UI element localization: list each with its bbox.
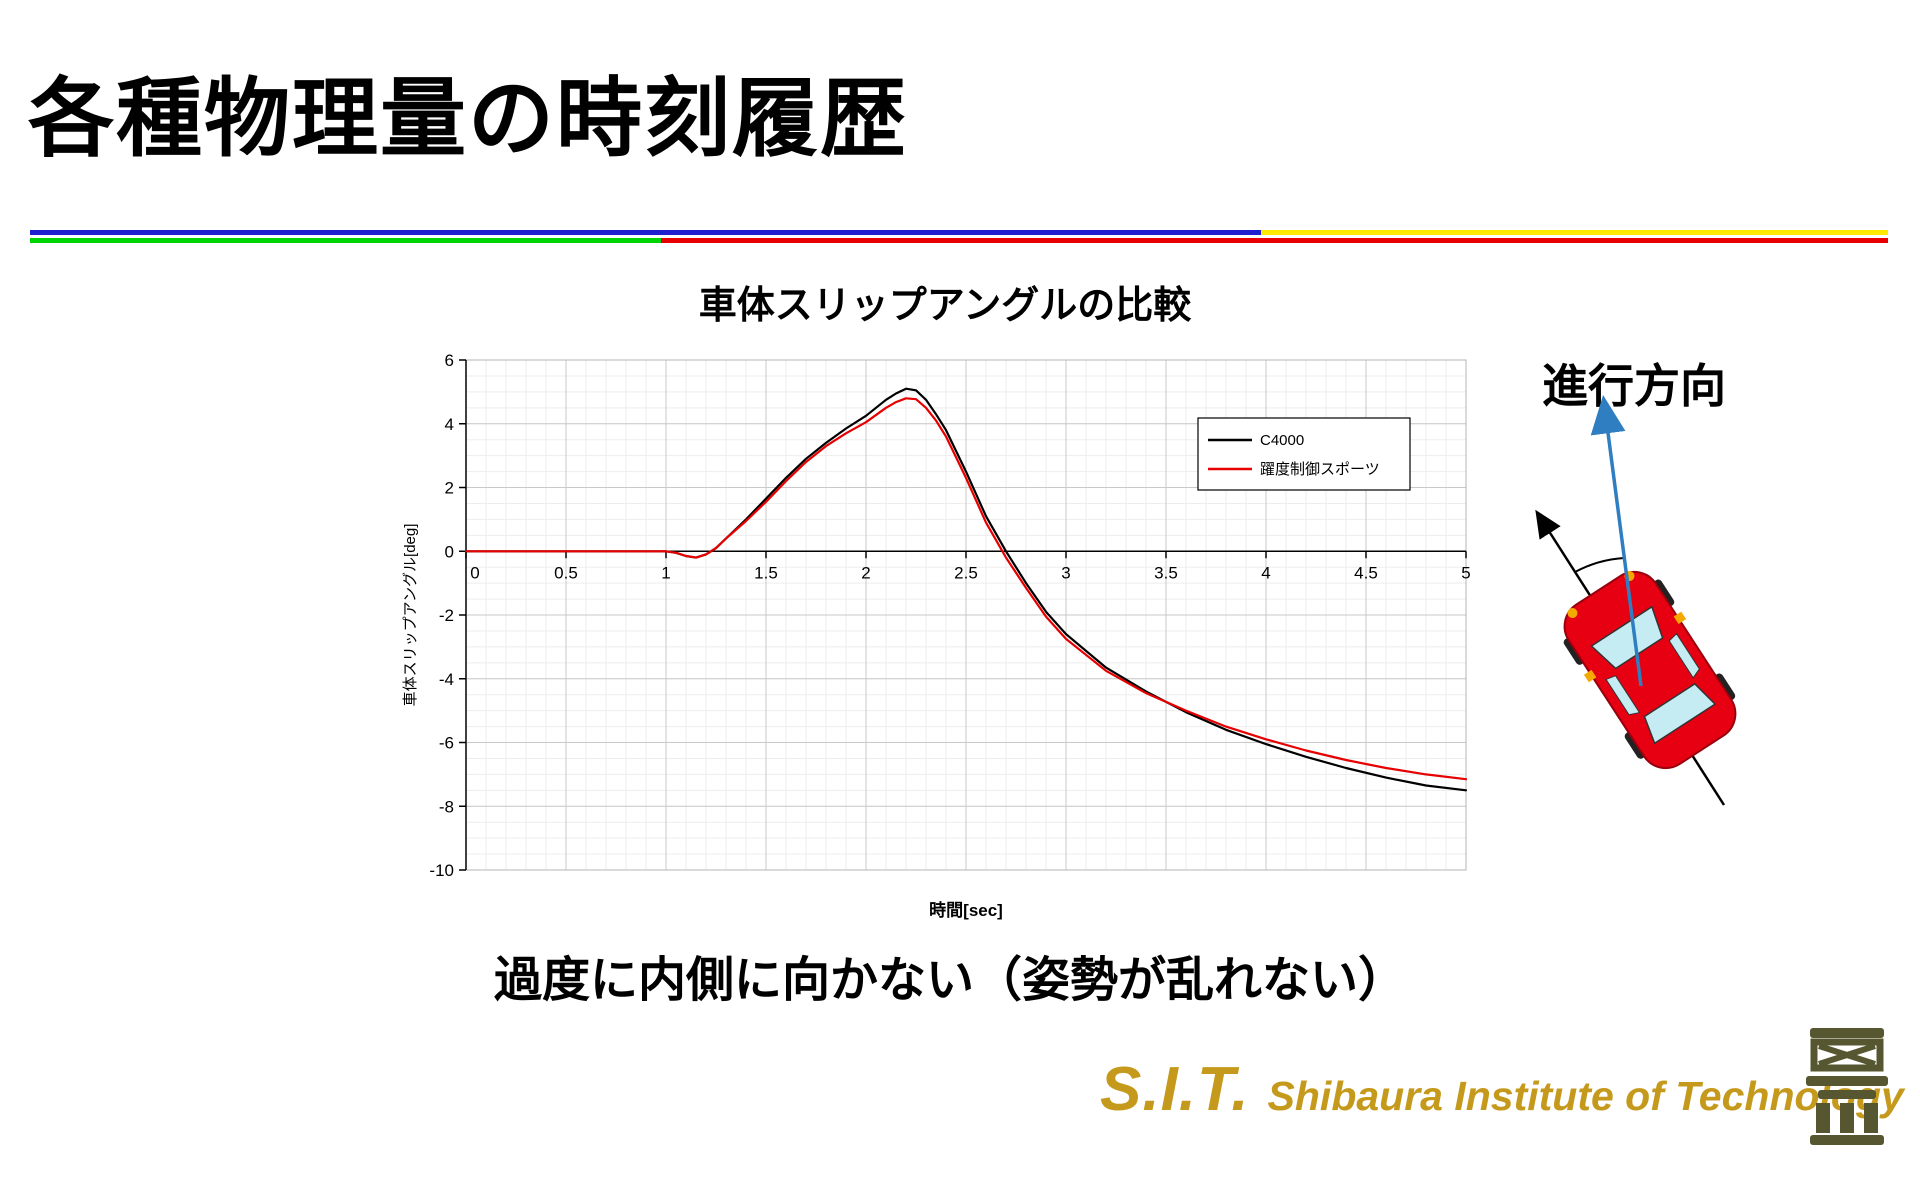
svg-text:0: 0 (445, 542, 454, 561)
svg-text:車体スリップアングル[deg]: 車体スリップアングル[deg] (402, 524, 419, 707)
divider-row-bottom (30, 238, 1888, 243)
chart-series (464, 387, 1468, 792)
divider-row-top (30, 230, 1888, 235)
travel-direction-arrow (1590, 395, 1643, 687)
svg-text:-10: -10 (429, 861, 454, 880)
footer-logo: S.I.T. Shibaura Institute of Technology (1100, 1054, 1904, 1125)
chart-axis-titles: 車体スリップアングル[deg] 時間[sec] (402, 524, 1003, 920)
svg-text:0.5: 0.5 (554, 563, 578, 582)
slip-angle-arc (1574, 557, 1625, 573)
svg-text:3: 3 (1061, 563, 1070, 582)
page-title: 各種物理量の時刻履歴 (28, 71, 908, 167)
direction-of-travel-label: 進行方向 (1542, 360, 1726, 412)
svg-text:4: 4 (445, 415, 454, 434)
chart-legend: C4000 躍度制御スポーツ (1197, 417, 1411, 491)
university-emblem-icon (1806, 1028, 1888, 1145)
svg-text:2.5: 2.5 (954, 563, 978, 582)
svg-text:1: 1 (661, 563, 670, 582)
slide-caption: 過度に内側に向かない（姿勢が乱れない） (493, 954, 1406, 1007)
svg-text:-8: -8 (439, 797, 454, 816)
svg-text:6: 6 (445, 351, 454, 370)
divider-segment-blue (30, 230, 1261, 235)
slip-angle-chart: 6 4 2 0 -2 -4 -6 -8 -10 0 0.5 1 1.5 2 2.5 3 3.5 4 4.5 5 車体スリ… (402, 351, 1471, 920)
chart-title: 車体スリップアングルの比較 (698, 285, 1192, 327)
svg-text:時間[sec]: 時間[sec] (929, 900, 1003, 920)
svg-text:0: 0 (470, 563, 479, 582)
svg-text:2: 2 (861, 563, 870, 582)
svg-text:-2: -2 (439, 606, 454, 625)
logo-abbr-text: S.I.T. (1100, 1055, 1250, 1124)
car-slip-illustration (1535, 395, 1737, 806)
car-icon (1563, 570, 1737, 770)
svg-text:1.5: 1.5 (754, 563, 778, 582)
svg-text:5: 5 (1461, 563, 1470, 582)
svg-text:2: 2 (445, 479, 454, 498)
svg-text:躍度制御スポーツ: 躍度制御スポーツ (1260, 461, 1380, 478)
svg-text:4: 4 (1261, 563, 1270, 582)
svg-text:C4000: C4000 (1260, 432, 1304, 449)
divider-segment-yellow (1261, 230, 1888, 235)
divider-segment-red (661, 238, 1888, 243)
svg-text:-6: -6 (439, 734, 454, 753)
svg-text:-4: -4 (439, 670, 454, 689)
title-divider (30, 230, 1888, 246)
chart-tick-labels: 6 4 2 0 -2 -4 -6 -8 -10 0 0.5 1 1.5 2 2.5 3 3.5 4 4.5 5 (429, 351, 1470, 880)
divider-segment-green (30, 238, 661, 243)
svg-text:3.5: 3.5 (1154, 563, 1178, 582)
logo-name-text: Shibaura Institute of Technology (1267, 1073, 1904, 1119)
svg-text:4.5: 4.5 (1354, 563, 1378, 582)
